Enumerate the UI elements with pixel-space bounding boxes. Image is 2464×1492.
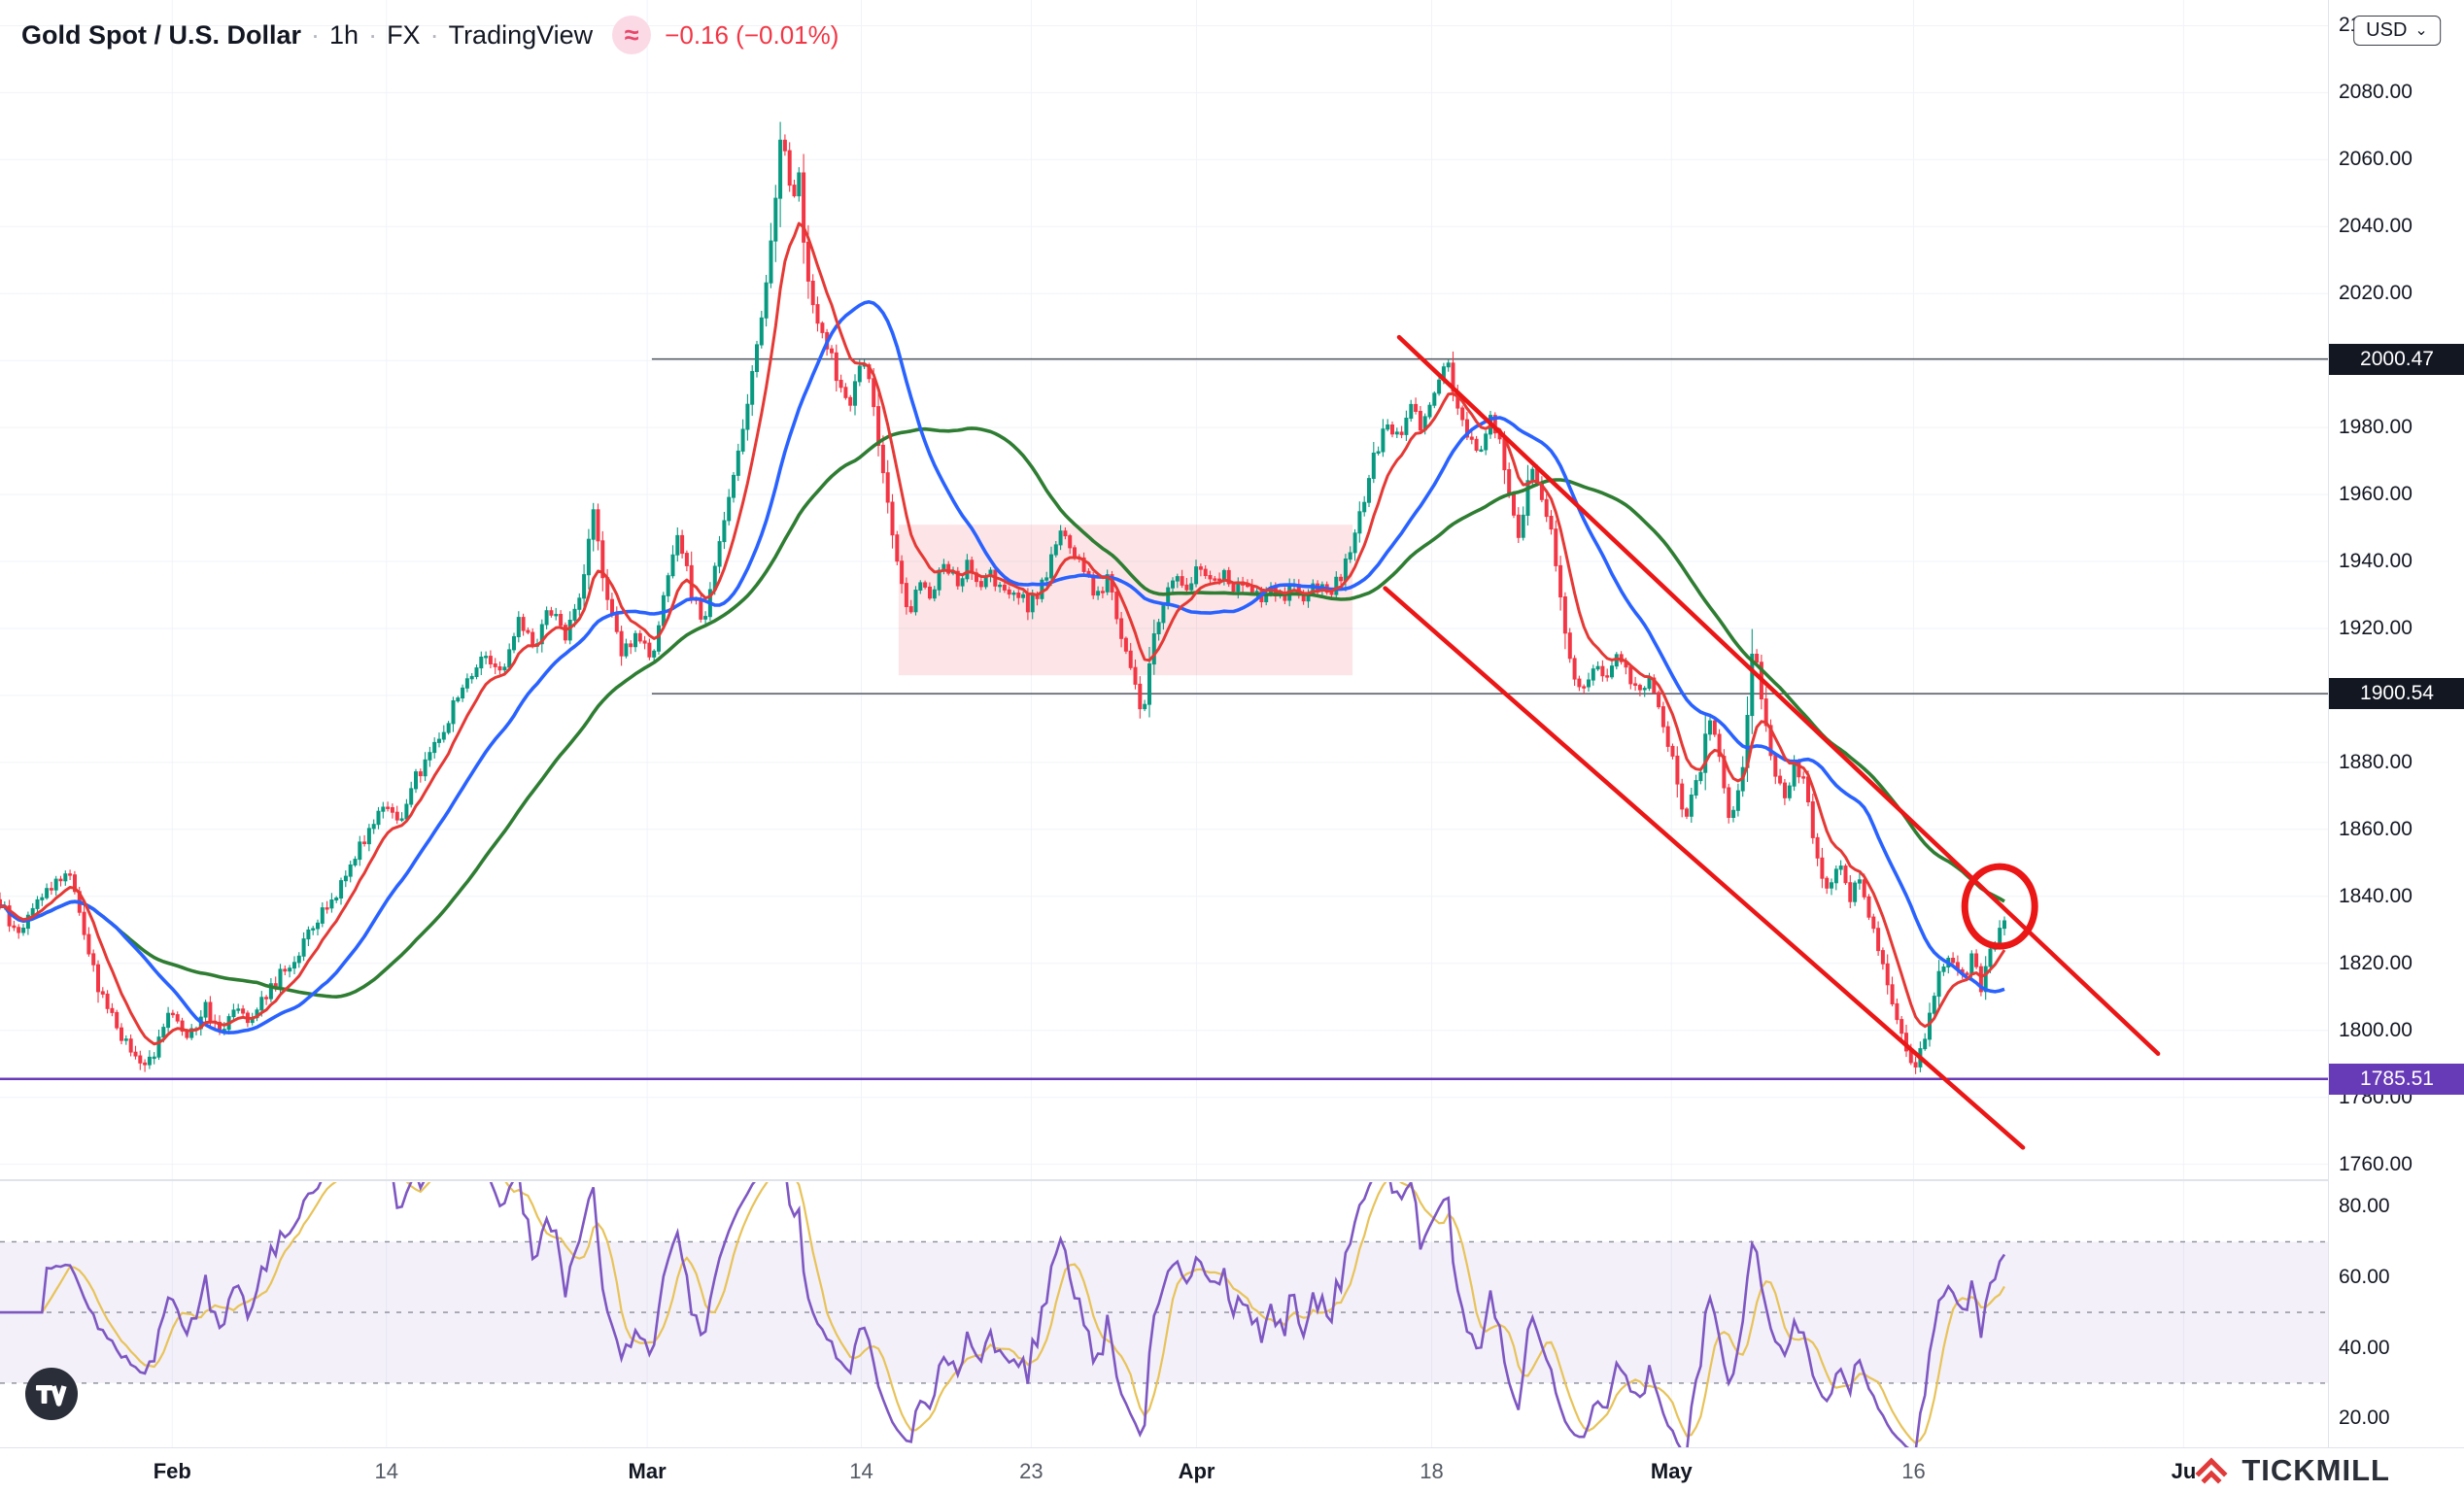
time-tick-label: Ju: [2171, 1459, 2197, 1483]
price-tick-label: 1980.00: [2339, 416, 2413, 439]
vendor-label[interactable]: TradingView: [448, 19, 594, 50]
time-tick-label: 23: [1019, 1459, 1044, 1483]
tradingview-logo-glyph: [36, 1385, 67, 1407]
price-line-label: 1785.51: [2329, 1063, 2464, 1095]
tickmill-logo-icon: [2195, 1457, 2228, 1484]
separator-dot: ·: [368, 19, 378, 50]
symbol-title[interactable]: Gold Spot / U.S. Dollar: [21, 19, 302, 50]
ma-slow-line: [0, 426, 2005, 999]
price-tick-label: 1840.00: [2339, 884, 2413, 907]
indicator-tick-label: 80.00: [2339, 1195, 2390, 1217]
price-line-label: 2000.47: [2329, 343, 2464, 375]
price-tick-label: 2080.00: [2339, 81, 2413, 104]
price-tick-label: 1920.00: [2339, 617, 2413, 639]
price-tick-label: 2040.00: [2339, 215, 2413, 238]
price-tick-label: 1960.00: [2339, 483, 2413, 506]
time-tick-label: 14: [374, 1459, 398, 1483]
time-tick-label: Feb: [153, 1459, 191, 1483]
derived-symbol-badge-icon[interactable]: ≈: [612, 16, 652, 54]
ma-fast-line: [0, 221, 2006, 1046]
price-tick-label: 1820.00: [2339, 951, 2413, 974]
candles-down: [0, 134, 1983, 1074]
time-tick-label: 18: [1420, 1459, 1444, 1483]
currency-selector[interactable]: USD ⌄: [2353, 16, 2441, 46]
time-axis[interactable]: TICKMILL Feb 14 Mar 14 23 Apr 18 May 16 Ju: [0, 1447, 2464, 1492]
price-tick-label: 1760.00: [2339, 1152, 2413, 1175]
interval-label[interactable]: 1h: [329, 19, 359, 50]
price-chart-canvas[interactable]: [0, 0, 2328, 1447]
separator-dot: ·: [429, 19, 439, 50]
exchange-label[interactable]: FX: [387, 19, 421, 50]
price-tick-label: 1800.00: [2339, 1018, 2413, 1041]
chart-header: Gold Spot / U.S. Dollar · 1h · FX · Trad…: [21, 16, 838, 54]
price-change-text: −0.16 (−0.01%): [665, 19, 839, 50]
tickmill-logo: TICKMILL: [2193, 1452, 2390, 1489]
price-tick-label: 1880.00: [2339, 750, 2413, 773]
indicator-tick-label: 20.00: [2339, 1407, 2390, 1430]
indicator-tick-label: 60.00: [2339, 1265, 2390, 1288]
chevron-down-icon: ⌄: [2414, 21, 2428, 39]
ma-mid-line: [0, 300, 2005, 1034]
price-axis[interactable]: USD ⌄ 2100.002080.002060.002040.002020.0…: [2328, 0, 2464, 1447]
time-tick-label: Apr: [1178, 1459, 1215, 1483]
candles-up: [2, 121, 2006, 1072]
tickmill-brand: TICKMILL: [2242, 1453, 2390, 1487]
rsi-plot: [0, 1182, 2006, 1447]
highlight-circle[interactable]: [1961, 863, 2038, 950]
time-tick-label: Mar: [628, 1459, 667, 1483]
rsi-line: [0, 1182, 2006, 1447]
time-tick-label: 14: [849, 1459, 873, 1483]
price-tick-label: 2060.00: [2339, 148, 2413, 171]
time-tick-label: 16: [1901, 1459, 1926, 1483]
price-tick-label: 2020.00: [2339, 282, 2413, 305]
channel-trendline[interactable]: [1383, 586, 2026, 1150]
tradingview-logo-icon[interactable]: [25, 1368, 78, 1420]
price-tick-label: 1860.00: [2339, 817, 2413, 840]
time-tick-label: May: [1650, 1459, 1693, 1483]
separator-dot: ·: [311, 19, 321, 50]
price-tick-label: 1940.00: [2339, 550, 2413, 573]
price-line-label: 1900.54: [2329, 678, 2464, 710]
rsi-signal-line: [0, 1182, 2005, 1445]
channel-trendline[interactable]: [1396, 334, 2161, 1057]
indicator-tick-label: 40.00: [2339, 1336, 2390, 1359]
chart-area[interactable]: Gold Spot / U.S. Dollar · 1h · FX · Trad…: [0, 0, 2328, 1447]
currency-label: USD: [2366, 19, 2408, 41]
